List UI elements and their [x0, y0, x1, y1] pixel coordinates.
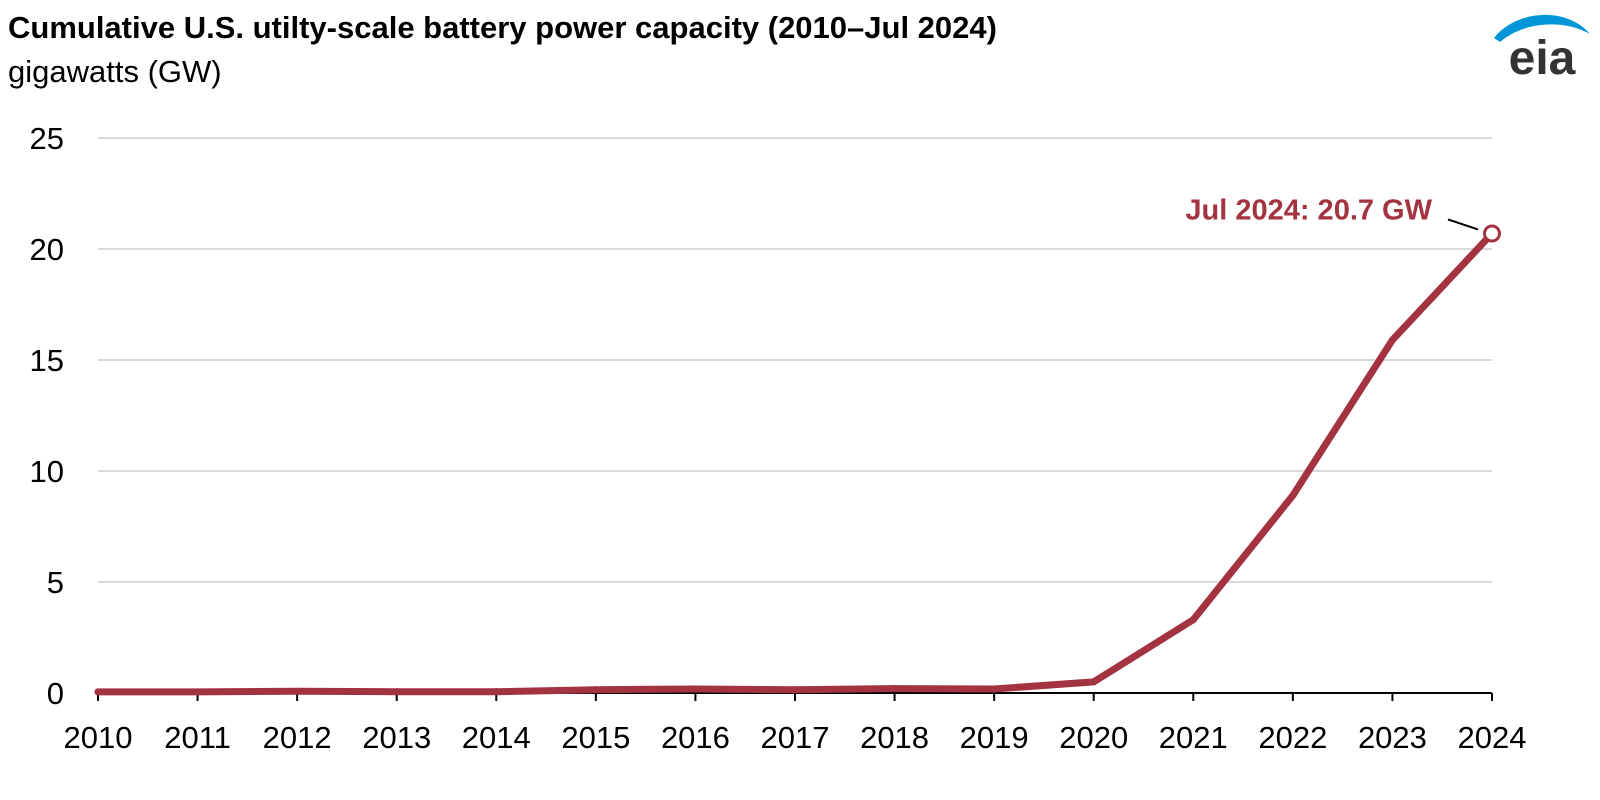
data-point	[592, 686, 600, 694]
data-point	[194, 688, 202, 696]
x-tick-label: 2024	[1458, 720, 1527, 755]
x-tick-label: 2015	[561, 720, 630, 755]
y-tick-label: 5	[47, 565, 64, 600]
x-tick-label: 2018	[860, 720, 929, 755]
y-tick-label: 15	[30, 343, 64, 378]
x-tick-label: 2019	[960, 720, 1029, 755]
data-point	[990, 685, 998, 693]
data-point	[1090, 678, 1098, 686]
x-axis-tick-labels: 2010 2011 2012 2013 2014 2015 2016 2017 2018 2019…	[64, 720, 1527, 755]
x-tick-label: 2020	[1059, 720, 1128, 755]
chart-title: Cumulative U.S. utilty-scale battery pow…	[8, 10, 997, 45]
series-line	[94, 230, 1496, 696]
x-tick-label: 2013	[362, 720, 431, 755]
x-tick-label: 2012	[263, 720, 332, 755]
series-lines	[94, 229, 1496, 696]
eia-logo-icon: eia	[1494, 14, 1590, 80]
data-point	[393, 688, 401, 696]
x-tick-label: 2023	[1358, 720, 1427, 755]
x-tick-label: 2011	[164, 720, 231, 755]
data-point	[891, 685, 899, 693]
x-tick-label: 2022	[1258, 720, 1327, 755]
x-tick-label: 2014	[462, 720, 531, 755]
x-tick-label: 2017	[761, 720, 830, 755]
x-tick-label: 2016	[661, 720, 730, 755]
y-axis-tick-labels: 0 5 10 15 20 25	[30, 121, 64, 711]
gridlines	[98, 137, 1492, 583]
y-tick-label: 25	[30, 121, 64, 156]
eia-logo-text: eia	[1509, 32, 1576, 80]
y-tick-label: 10	[30, 454, 64, 489]
eia-logo-swoosh	[1494, 14, 1590, 42]
chart-subtitle: gigawatts (GW)	[8, 54, 222, 89]
data-point	[691, 685, 699, 693]
y-tick-label: 20	[30, 232, 64, 267]
data-point	[791, 686, 799, 694]
x-tick-label: 2021	[1159, 720, 1228, 755]
data-point	[1189, 616, 1197, 624]
x-tick-label: 2010	[64, 720, 133, 755]
data-point	[492, 688, 500, 696]
y-tick-label: 0	[47, 676, 64, 711]
annotation-label: Jul 2024: 20.7 GW	[1185, 194, 1432, 226]
annotations: Jul 2024: 20.7 GW	[1185, 194, 1501, 243]
data-point	[94, 688, 102, 696]
annotation-marker	[1483, 224, 1501, 243]
annotation-leader-line	[1447, 218, 1479, 231]
data-point	[293, 687, 301, 695]
data-point	[1388, 336, 1396, 344]
data-point	[1289, 491, 1297, 499]
